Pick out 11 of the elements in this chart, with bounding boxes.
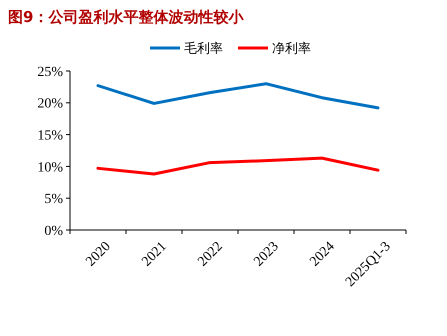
line-series xyxy=(96,82,380,110)
y-tick-label: 5% xyxy=(44,192,64,208)
legend-label: 毛利率 xyxy=(184,40,223,57)
y-tick-label: 25% xyxy=(37,64,64,80)
y-tick-label: 20% xyxy=(37,96,64,112)
y-tick-label: 0% xyxy=(44,224,64,239)
line-series xyxy=(96,156,380,176)
y-tick-label: 15% xyxy=(37,128,64,144)
legend-label: 净利率 xyxy=(272,40,311,57)
y-tick-label: 10% xyxy=(37,160,64,176)
chart-title: 图9：公司盈利水平整体波动性较小 xyxy=(8,8,244,26)
